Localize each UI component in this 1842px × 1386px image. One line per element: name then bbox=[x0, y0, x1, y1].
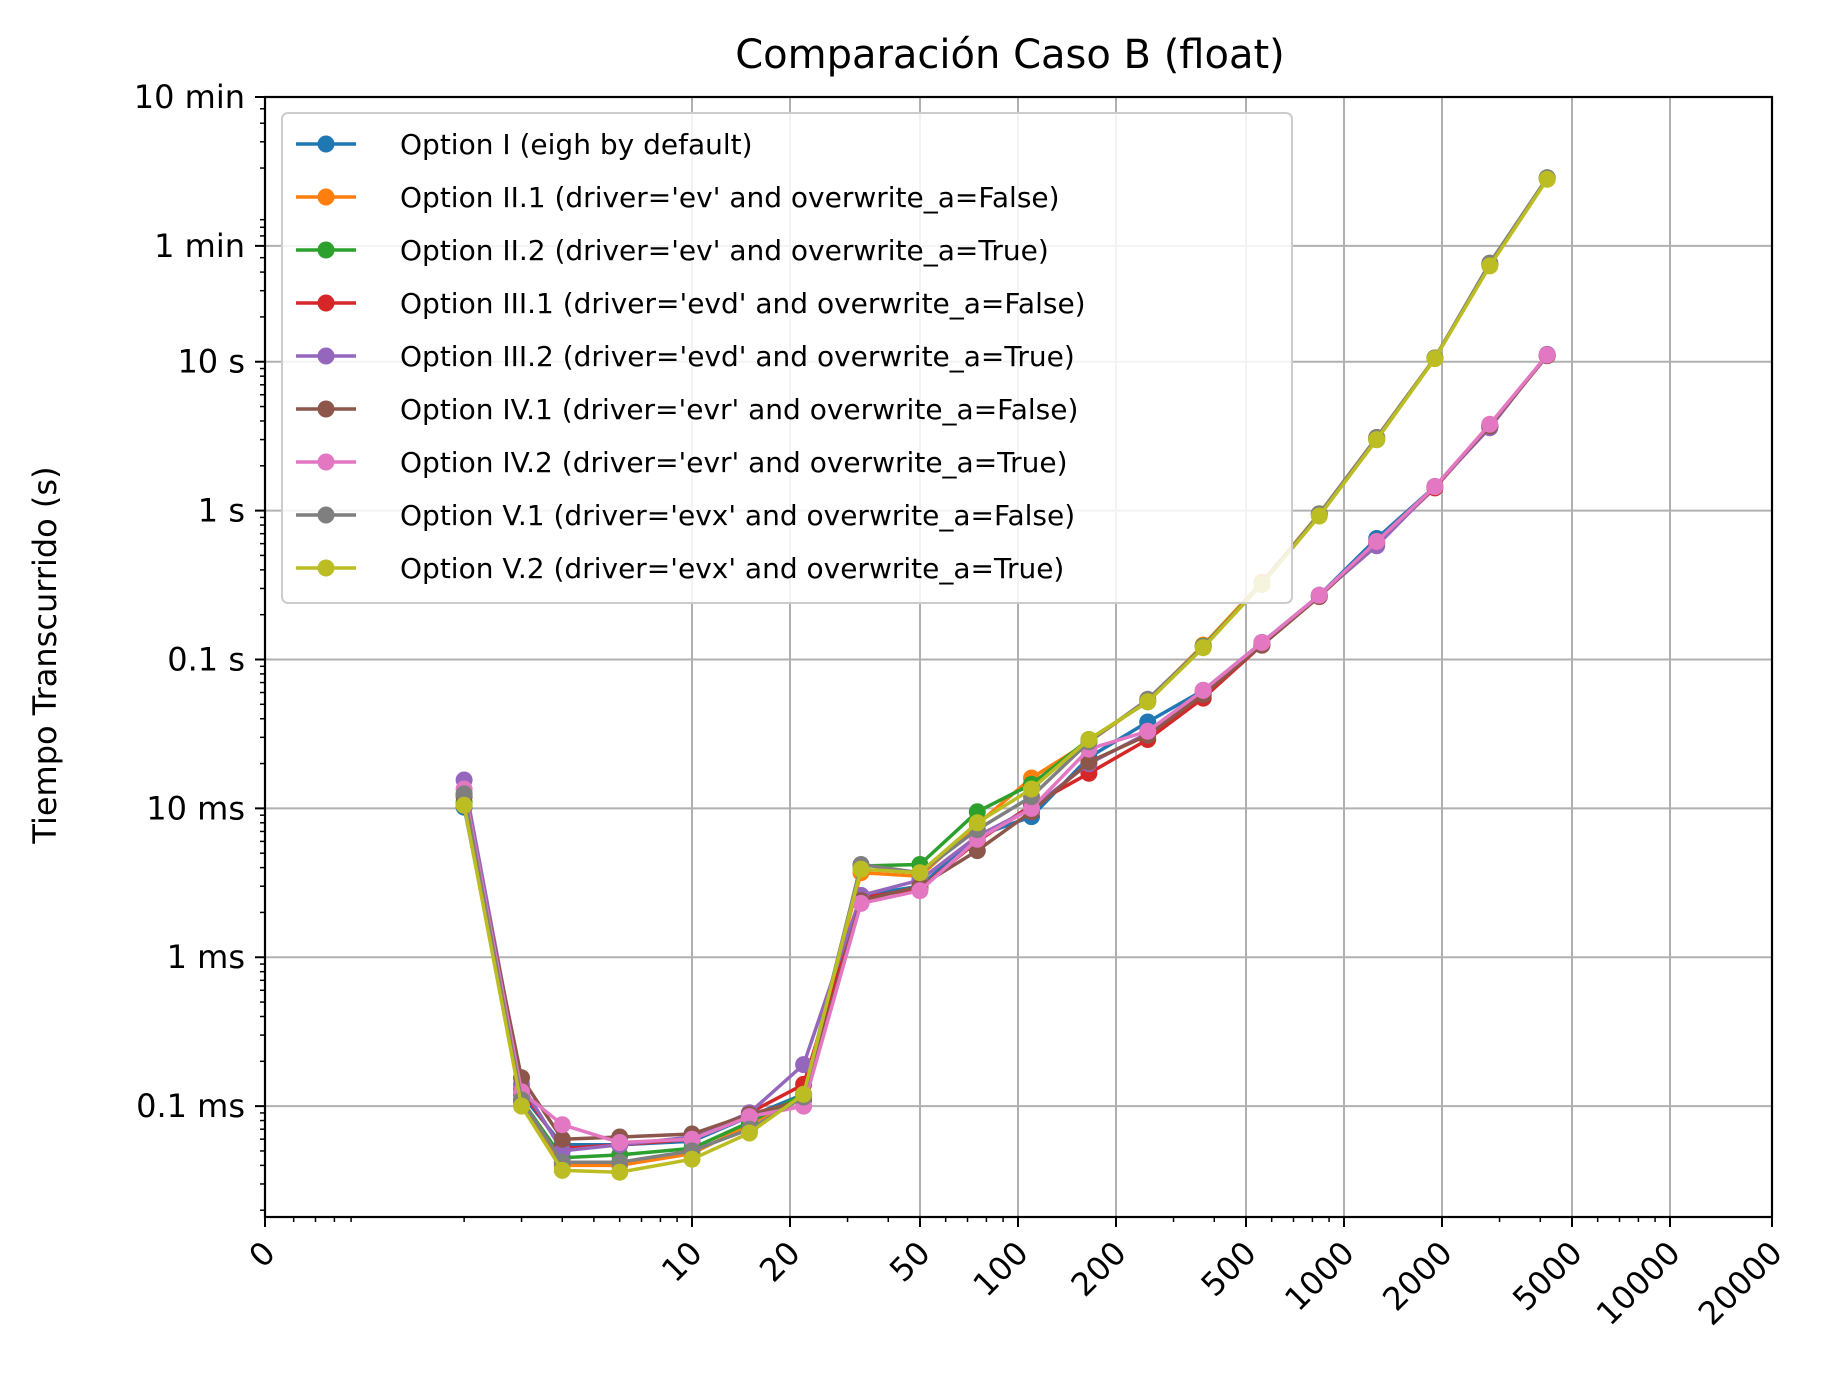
data-point bbox=[455, 796, 473, 814]
y-tick-label: 10 min bbox=[134, 78, 245, 116]
legend-marker bbox=[317, 135, 335, 153]
data-point bbox=[740, 1124, 758, 1142]
y-tick-label: 10 ms bbox=[146, 789, 245, 827]
legend-label: Option II.1 (driver='ev' and overwrite_a… bbox=[400, 181, 1060, 214]
legend-item: Option IV.1 (driver='evr' and overwrite_… bbox=[296, 393, 1078, 426]
data-point bbox=[1538, 346, 1556, 364]
data-point bbox=[611, 1134, 629, 1151]
data-point bbox=[1310, 586, 1328, 604]
data-point bbox=[611, 1163, 629, 1181]
series-line bbox=[462, 353, 1549, 1145]
data-point bbox=[795, 1056, 813, 1074]
legend-box bbox=[281, 112, 1293, 604]
data-point bbox=[1194, 681, 1212, 699]
legend-marker bbox=[317, 241, 335, 259]
data-point bbox=[1080, 731, 1098, 748]
legend-marker bbox=[317, 294, 335, 312]
data-point bbox=[1023, 799, 1040, 817]
data-point bbox=[553, 1116, 571, 1134]
y-axis-label: Tiempo Transcurrido (s) bbox=[26, 466, 64, 844]
legend-item: Option II.2 (driver='ev' and overwrite_a… bbox=[296, 234, 1049, 267]
legend-item: Option I (eigh by default) bbox=[296, 128, 753, 161]
data-point bbox=[1481, 415, 1499, 433]
legend-item: Option IV.2 (driver='evr' and overwrite_… bbox=[296, 446, 1068, 479]
data-point bbox=[1139, 722, 1157, 740]
legend-label: Option V.1 (driver='evx' and overwrite_a… bbox=[400, 499, 1075, 532]
series-line bbox=[462, 178, 1549, 1174]
data-point bbox=[553, 1161, 571, 1179]
legend-item: Option V.2 (driver='evx' and overwrite_a… bbox=[296, 552, 1064, 585]
legend-marker bbox=[317, 188, 335, 206]
y-tick-label: 10 s bbox=[177, 343, 245, 381]
data-point bbox=[1368, 431, 1386, 449]
legend-label: Option IV.2 (driver='evr' and overwrite_… bbox=[400, 446, 1068, 479]
legend-marker bbox=[317, 453, 335, 471]
legend-marker bbox=[317, 347, 335, 365]
y-tick-label: 1 s bbox=[198, 492, 245, 530]
data-point bbox=[683, 1130, 701, 1148]
data-point bbox=[740, 1108, 758, 1126]
legend-marker bbox=[317, 506, 335, 524]
legend-label: Option III.1 (driver='evd' and overwrite… bbox=[400, 287, 1086, 320]
legend-item: Option III.2 (driver='evd' and overwrite… bbox=[296, 340, 1075, 373]
y-tick-label: 1 min bbox=[154, 227, 245, 265]
data-point bbox=[553, 1130, 571, 1148]
data-point bbox=[1080, 753, 1098, 771]
data-point bbox=[1538, 170, 1556, 188]
legend-label: Option V.2 (driver='evx' and overwrite_a… bbox=[400, 552, 1064, 585]
legend-label: Option III.2 (driver='evd' and overwrite… bbox=[400, 340, 1075, 373]
y-tick-label: 0.1 ms bbox=[136, 1087, 245, 1125]
data-point bbox=[852, 894, 870, 912]
data-point bbox=[911, 882, 929, 900]
data-point bbox=[1194, 639, 1212, 657]
data-point bbox=[852, 860, 870, 878]
data-point bbox=[911, 864, 929, 882]
y-tick-label: 1 ms bbox=[167, 938, 245, 976]
data-point bbox=[1368, 533, 1386, 550]
y-tick-label: 0.1 s bbox=[167, 640, 245, 678]
data-point bbox=[1426, 478, 1444, 496]
data-point bbox=[968, 814, 986, 832]
legend-item: Option II.1 (driver='ev' and overwrite_a… bbox=[296, 181, 1060, 214]
data-point bbox=[795, 1085, 813, 1103]
data-point bbox=[1310, 507, 1328, 525]
data-point bbox=[1139, 693, 1157, 711]
data-point bbox=[1426, 350, 1444, 368]
series-group bbox=[455, 169, 1556, 1181]
data-point bbox=[513, 1097, 530, 1115]
data-point bbox=[1023, 780, 1040, 798]
data-point bbox=[1481, 257, 1499, 275]
legend-label: Option IV.1 (driver='evr' and overwrite_… bbox=[400, 393, 1078, 426]
legend-item: Option III.1 (driver='evd' and overwrite… bbox=[296, 287, 1086, 320]
legend-item: Option V.1 (driver='evx' and overwrite_a… bbox=[296, 499, 1075, 532]
chart-title: Comparación Caso B (float) bbox=[735, 32, 1285, 78]
legend-marker bbox=[317, 559, 335, 577]
legend: Option I (eigh by default) Option II.1 (d… bbox=[281, 112, 1293, 604]
data-point bbox=[683, 1150, 701, 1168]
legend-label: Option I (eigh by default) bbox=[400, 128, 753, 161]
legend-label: Option II.2 (driver='ev' and overwrite_a… bbox=[400, 234, 1049, 267]
data-point bbox=[1253, 634, 1271, 651]
legend-marker bbox=[317, 400, 335, 418]
